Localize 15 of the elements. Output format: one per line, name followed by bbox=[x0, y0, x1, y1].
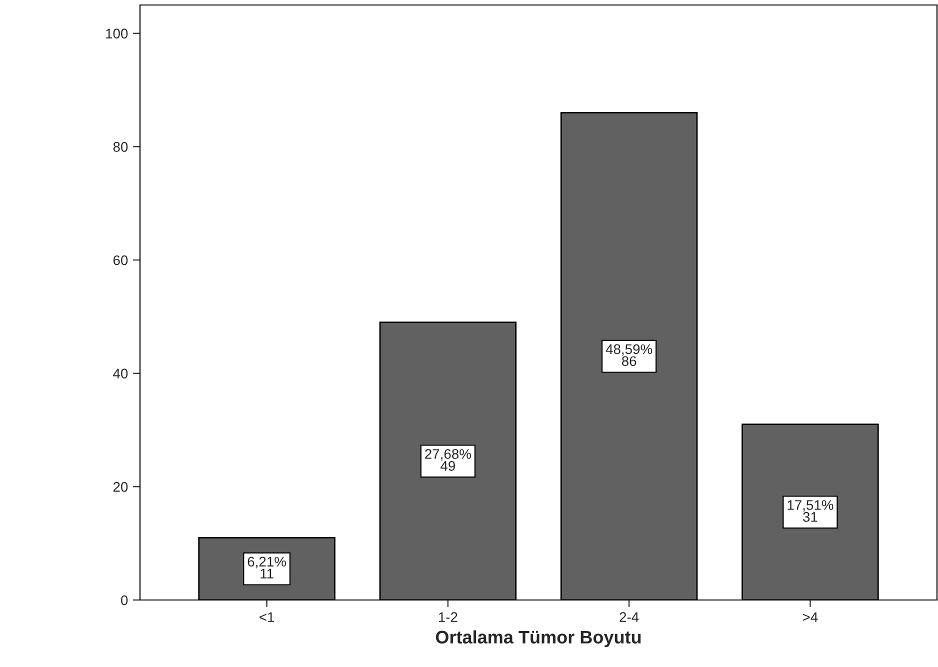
y-tick-label: 20 bbox=[113, 482, 128, 492]
x-tick-label: >4 bbox=[802, 612, 818, 622]
x-axis-title: Ortalama Tümor Boyutu bbox=[436, 630, 641, 648]
y-tick-label: 40 bbox=[113, 368, 128, 379]
data-label: 17,51% 31 bbox=[788, 500, 834, 522]
x-tick-label: 2-4 bbox=[620, 612, 639, 622]
y-tick-label: 60 bbox=[113, 255, 128, 266]
data-label: 6,21% 11 bbox=[248, 556, 286, 578]
data-label: 27,68% 49 bbox=[425, 449, 471, 471]
y-tick-label: 100 bbox=[106, 28, 128, 39]
x-tick-label: 1-2 bbox=[438, 612, 458, 622]
y-tick-label: 80 bbox=[113, 142, 128, 152]
y-tick-label: 0 bbox=[121, 595, 128, 606]
x-tick-label: <1 bbox=[260, 612, 274, 622]
data-label: 48,59% 86 bbox=[606, 344, 652, 366]
